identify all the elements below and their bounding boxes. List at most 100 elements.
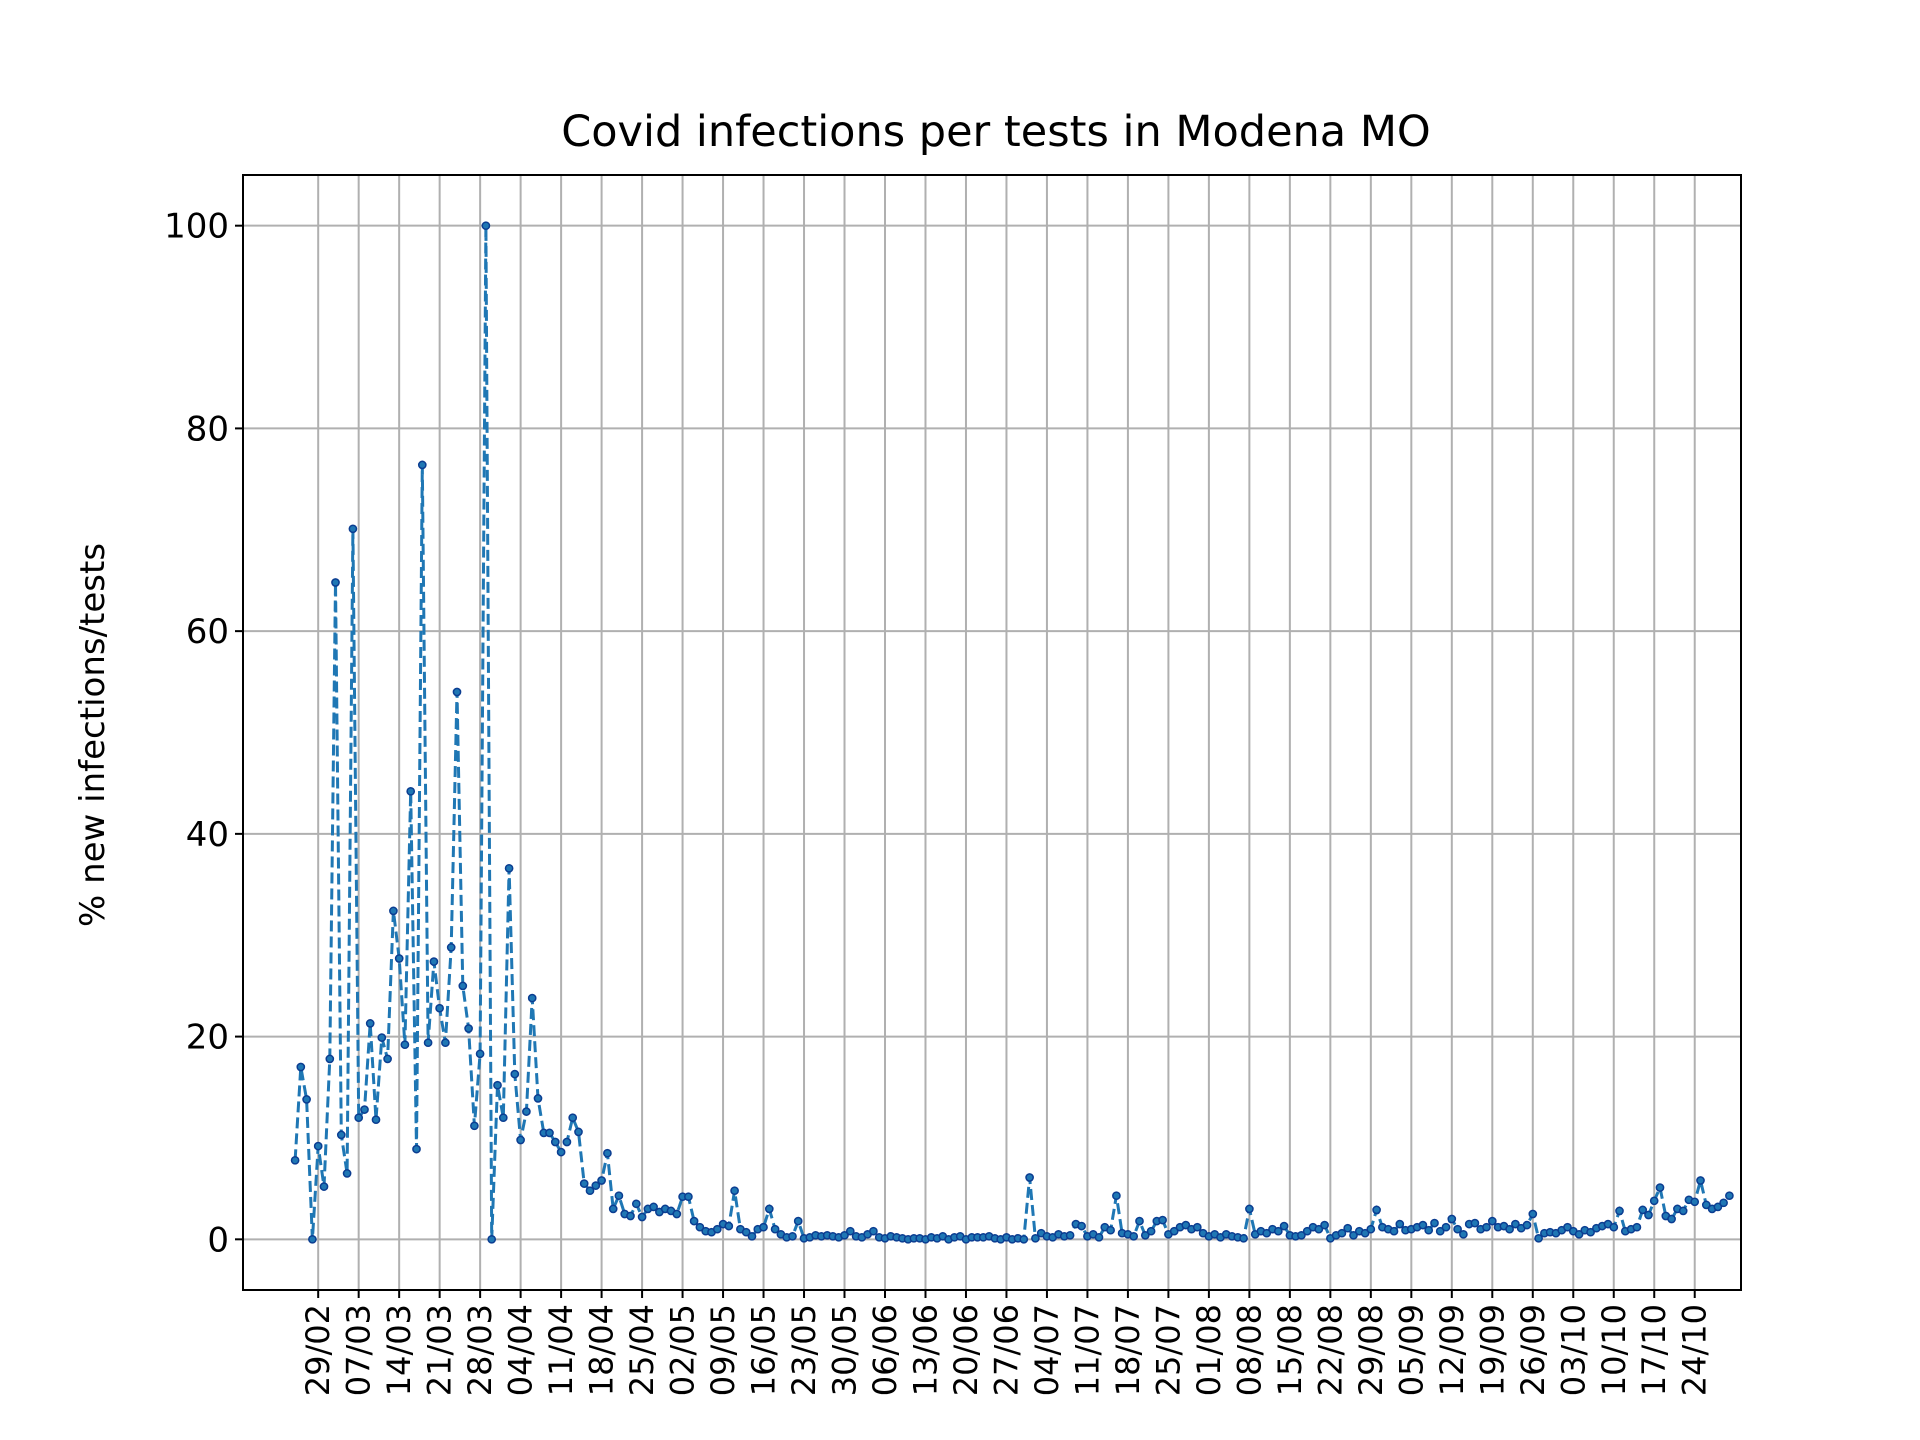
data-point: [585, 1186, 595, 1196]
y-axis-label: % new infections/tests: [73, 543, 113, 927]
y-tick-label: 20: [186, 1018, 229, 1058]
data-point: [487, 1234, 497, 1244]
data-point: [1644, 1210, 1653, 1220]
x-tick-label: 04/07: [1028, 1304, 1066, 1396]
series-line: [293, 225, 1731, 1242]
data-point: [1065, 1230, 1075, 1240]
data-point: [695, 1222, 705, 1232]
x-tick-label: 21/03: [421, 1304, 459, 1396]
data-point: [550, 1137, 560, 1147]
data-point: [1615, 1206, 1624, 1216]
data-point: [1719, 1198, 1728, 1208]
data-point: [1297, 1230, 1306, 1240]
x-tick-label: 26/09: [1514, 1304, 1552, 1396]
data-point: [1482, 1222, 1491, 1232]
data-point: [371, 1115, 381, 1125]
x-tick-label: 07/03: [340, 1304, 378, 1396]
x-tick-label: 10/10: [1595, 1304, 1633, 1396]
data-point: [441, 1038, 450, 1048]
data-point: [764, 1204, 774, 1214]
data-point: [423, 1038, 433, 1048]
data-point: [296, 1062, 306, 1072]
data-point: [464, 1024, 473, 1033]
data-point: [869, 1226, 878, 1236]
data-point: [1678, 1206, 1688, 1216]
data-point: [360, 1105, 369, 1114]
data-point: [770, 1224, 780, 1234]
data-point: [1031, 1233, 1040, 1243]
data-point: [435, 1003, 444, 1013]
data-point: [1106, 1225, 1115, 1235]
x-tick-label: 30/05: [826, 1304, 864, 1396]
data-point: [1609, 1222, 1619, 1232]
data-point: [1649, 1196, 1659, 1206]
data-point: [649, 1202, 658, 1212]
data-point: [319, 1182, 329, 1191]
data-point: [1273, 1226, 1283, 1236]
x-tick-label: 27/06: [987, 1304, 1025, 1396]
data-point: [603, 1148, 612, 1158]
x-tick-label: 18/07: [1109, 1304, 1147, 1396]
data-point: [470, 1121, 479, 1131]
data-point: [325, 1054, 335, 1064]
data-point: [1360, 1228, 1370, 1238]
data-point: [1019, 1234, 1029, 1244]
x-tick-label: 20/06: [947, 1304, 985, 1396]
data-point: [498, 1113, 508, 1123]
x-tick-label: 18/04: [583, 1304, 621, 1396]
data-point: [1262, 1228, 1272, 1238]
x-tick-label: 23/05: [785, 1304, 823, 1396]
data-point: [840, 1230, 849, 1240]
data-point: [1320, 1220, 1329, 1230]
data-point: [452, 687, 462, 697]
data-point: [1239, 1233, 1248, 1243]
x-tick-label: 22/08: [1311, 1304, 1349, 1396]
data-point: [1725, 1191, 1734, 1201]
data-point: [672, 1209, 682, 1219]
data-point: [845, 1226, 855, 1236]
data-point: [1586, 1227, 1595, 1237]
y-tick-label: 60: [186, 612, 229, 652]
x-tick-label: 28/03: [461, 1304, 499, 1396]
data-point: [417, 460, 427, 470]
x-ticks: 29/02 07/03 14/03 21/03 28/03 04/04 11/04 18/04…: [299, 1290, 1714, 1396]
data-point: [1487, 1216, 1497, 1226]
data-point: [394, 954, 404, 963]
data-point: [1470, 1218, 1480, 1228]
data-point: [481, 221, 491, 231]
data-point: [429, 957, 439, 966]
data-point: [730, 1186, 739, 1196]
data-point: [1453, 1224, 1462, 1234]
data-point: [788, 1231, 797, 1241]
data-point: [475, 1049, 485, 1059]
data-point: [1129, 1231, 1139, 1241]
data-point: [1337, 1228, 1347, 1238]
y-ticks: 0 20 40 60 80 100: [164, 207, 243, 1260]
data-point: [1430, 1218, 1439, 1228]
x-tick-label: 29/08: [1352, 1304, 1390, 1396]
data-point: [545, 1128, 554, 1138]
plot-frame: [242, 174, 1742, 1291]
data-point: [579, 1179, 589, 1188]
data-point: [1459, 1229, 1468, 1239]
data-point: [1112, 1191, 1121, 1201]
data-point: [331, 578, 340, 587]
data-point: [516, 1135, 525, 1145]
data-point: [614, 1191, 624, 1201]
data-point: [1349, 1230, 1358, 1240]
data-point: [568, 1113, 578, 1123]
data-point: [1245, 1204, 1254, 1214]
x-tick-label: 11/04: [542, 1304, 580, 1396]
data-point: [1418, 1220, 1428, 1230]
data-point: [348, 524, 358, 534]
data-point: [1424, 1225, 1434, 1235]
data-point: [412, 1144, 421, 1154]
grid: [243, 175, 1741, 1290]
data-point: [724, 1221, 734, 1231]
data-point: [493, 1080, 502, 1090]
data-point: [712, 1224, 722, 1234]
data-point: [1181, 1220, 1191, 1230]
series-points: [290, 221, 1734, 1244]
x-tick-label: 09/05: [704, 1304, 742, 1396]
